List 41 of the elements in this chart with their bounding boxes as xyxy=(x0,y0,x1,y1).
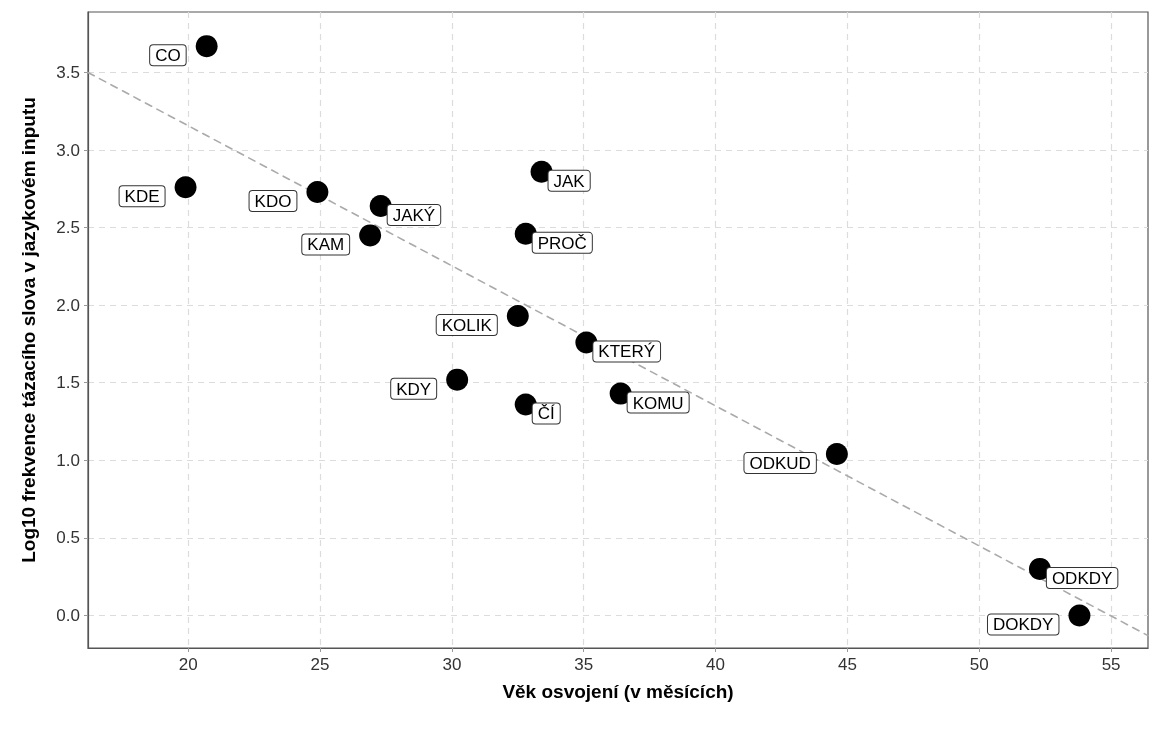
y-axis-title: Log10 frekvence tázacího slova v jazykovém inputu xyxy=(18,97,39,563)
data-label: KDY xyxy=(396,379,432,399)
data-label: ČÍ xyxy=(537,404,555,424)
x-tick-label: 45 xyxy=(837,655,857,674)
x-tick-label: 25 xyxy=(310,655,330,674)
x-tick-label: 50 xyxy=(969,655,989,674)
y-tick-label: 2.0 xyxy=(56,295,80,315)
data-label: KOMU xyxy=(632,393,684,413)
x-tick-label: 40 xyxy=(706,655,726,674)
x-tick-label: 55 xyxy=(1101,655,1121,674)
y-tick-label: 0.5 xyxy=(56,528,80,548)
y-tick-label: 3.5 xyxy=(56,63,80,82)
point xyxy=(825,443,848,466)
point xyxy=(1068,604,1091,627)
y-tick-label: 3.0 xyxy=(56,140,80,160)
point xyxy=(446,368,469,391)
data-label: JAK xyxy=(553,171,586,191)
data-label: KDO xyxy=(254,191,292,211)
point xyxy=(359,224,382,247)
data-label: ODKDY xyxy=(1051,568,1113,588)
point xyxy=(306,180,329,203)
x-tick-label: 20 xyxy=(178,655,198,674)
data-label: JAKÝ xyxy=(392,205,436,225)
data-label: KTERÝ xyxy=(598,342,656,362)
y-tick-label: 1.0 xyxy=(56,450,80,470)
y-tick-label: 0.0 xyxy=(56,605,80,625)
data-label: PROČ xyxy=(537,233,587,253)
point xyxy=(195,35,218,58)
data-label: KDE xyxy=(124,187,160,207)
data-label: KAM xyxy=(307,235,345,255)
x-tick-label: 30 xyxy=(442,655,462,674)
data-label: KOLIK xyxy=(441,316,493,336)
x-tick-label: 35 xyxy=(574,655,594,674)
y-tick-label: 2.5 xyxy=(56,218,80,238)
y-tick-label: 1.5 xyxy=(56,373,80,393)
point xyxy=(174,176,197,199)
x-axis-title: Věk osvojení (v měsících) xyxy=(502,681,734,702)
data-label: ODKUD xyxy=(749,454,811,474)
data-label: CO xyxy=(155,46,181,66)
point xyxy=(506,305,529,328)
data-label: DOKDY xyxy=(992,615,1054,635)
